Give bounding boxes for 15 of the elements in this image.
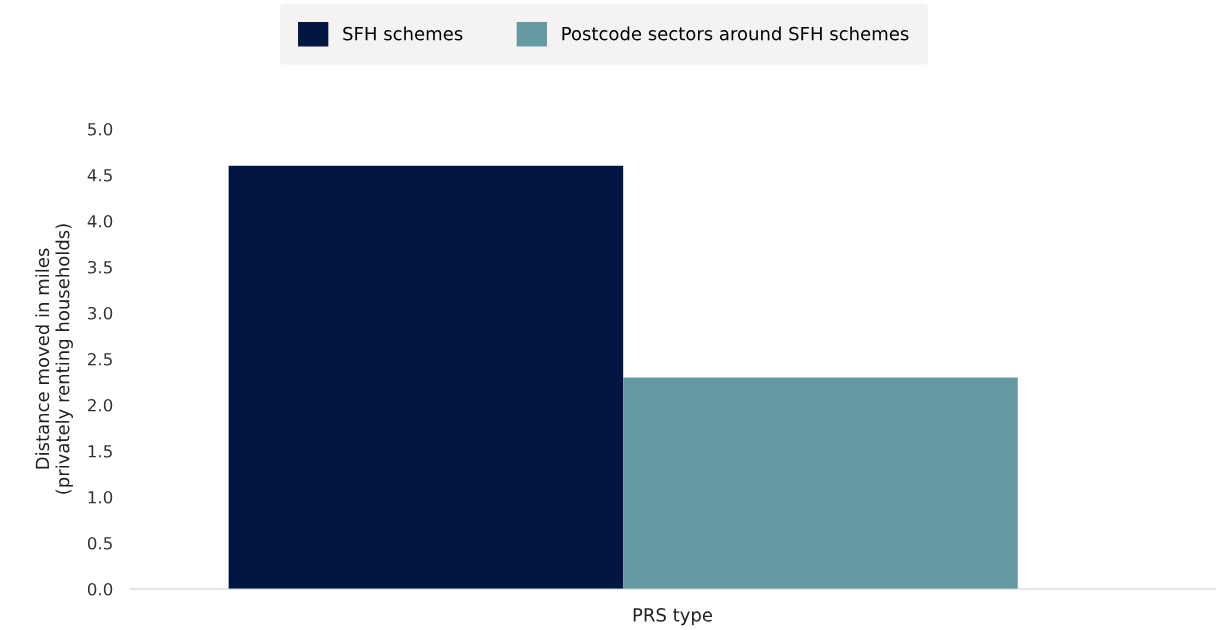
x-axis-title: PRS type xyxy=(633,608,713,626)
y-tick-label: 0.5 xyxy=(87,536,112,550)
y-tick-label: 4.0 xyxy=(87,214,113,228)
y-tick-label: 4.5 xyxy=(87,169,112,182)
y-tick-label: 2.5 xyxy=(88,352,112,366)
y-tick-label: 1.0 xyxy=(88,490,113,504)
y-tick-label: 2.0 xyxy=(88,398,113,412)
legend-label: Postcode sectors around SFH schemes xyxy=(562,26,909,41)
y-tick-label: 1.5 xyxy=(88,445,112,458)
y-tick-label: 3.0 xyxy=(88,306,113,320)
y-axis-title: Distance moved in miles (privately renting households) xyxy=(35,224,73,494)
y-tick-label: 0.0 xyxy=(87,582,113,596)
y-tick-label: 3.5 xyxy=(88,260,112,274)
y-tick-label: 5.0 xyxy=(88,122,113,136)
legend-label: SFH schemes xyxy=(343,26,463,41)
